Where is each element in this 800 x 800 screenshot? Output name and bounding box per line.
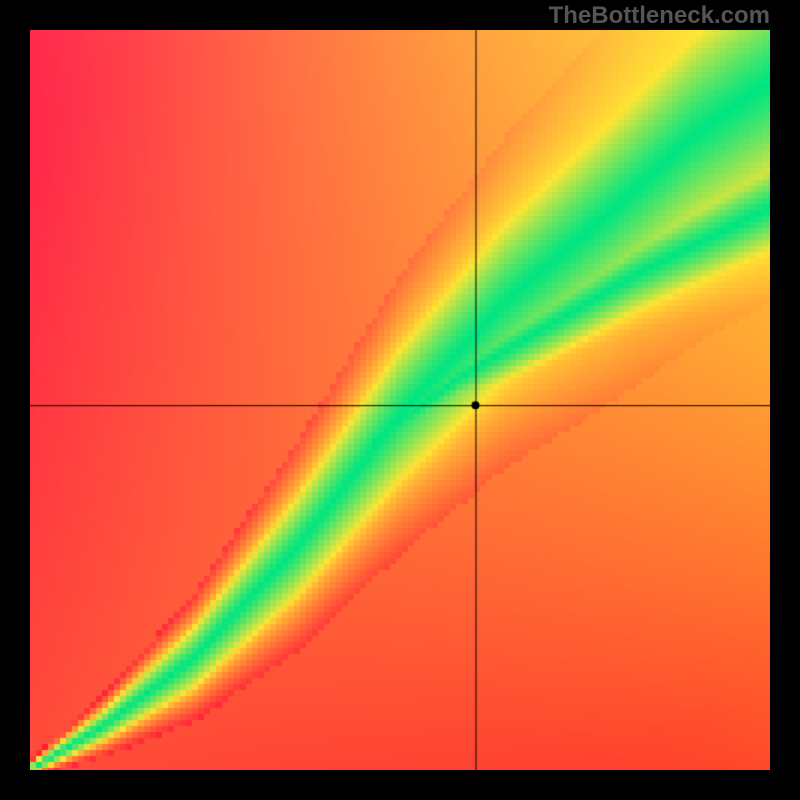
chart-stage: TheBottleneck.com xyxy=(0,0,800,800)
watermark-text: TheBottleneck.com xyxy=(549,2,770,30)
bottleneck-heatmap xyxy=(30,30,770,770)
